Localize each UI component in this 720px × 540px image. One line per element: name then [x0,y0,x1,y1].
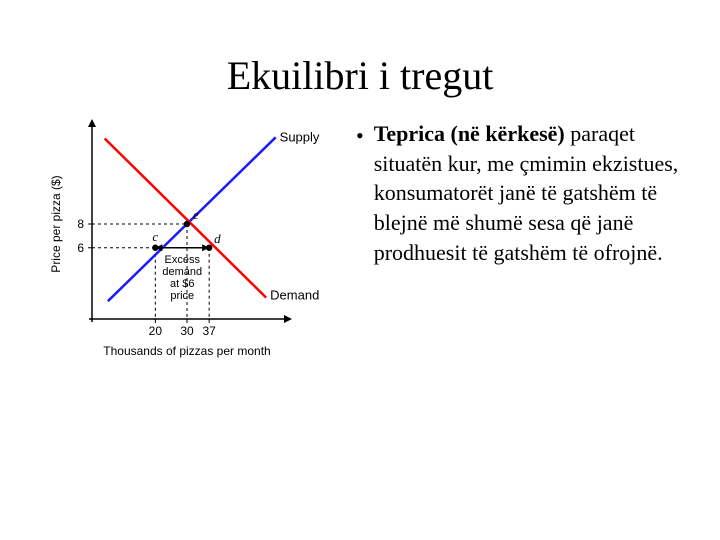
bullet-dot-icon: • [356,119,364,267]
svg-text:30: 30 [180,324,194,338]
svg-text:6: 6 [77,241,84,255]
svg-text:20: 20 [149,324,163,338]
explanation-text: • Teprica (në kërkesë) paraqet situatën … [356,117,692,387]
svg-text:d: d [214,231,221,246]
svg-text:c: c [152,229,158,244]
content-row: e c d Supply Demand 6 8 20 30 37 Price per pizza (… [0,99,720,387]
svg-text:Price per pizza ($): Price per pizza ($) [49,175,63,272]
svg-text:demand: demand [162,266,202,278]
svg-text:price: price [170,290,194,302]
svg-text:at $6: at $6 [170,278,194,290]
svg-text:37: 37 [202,324,216,338]
svg-text:e: e [193,207,199,222]
page-title: Ekuilibri i tregut [0,0,720,99]
svg-text:Demand: Demand [270,288,319,303]
bullet-item: • Teprica (në kërkesë) paraqet situatën … [356,119,692,267]
svg-text:Excess: Excess [165,254,201,266]
svg-text:8: 8 [77,217,84,231]
svg-text:Thousands of pizzas per month: Thousands of pizzas per month [103,344,270,358]
supply-demand-chart: e c d Supply Demand 6 8 20 30 37 Price per pizza (… [44,117,344,387]
bullet-lead: Teprica (në kërkesë) [374,121,565,146]
svg-text:Supply: Supply [280,129,320,144]
bullet-body: Teprica (në kërkesë) paraqet situatën ku… [374,119,692,267]
